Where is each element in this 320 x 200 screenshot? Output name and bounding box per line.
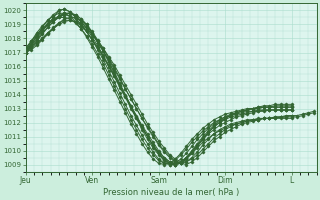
X-axis label: Pression niveau de la mer( hPa ): Pression niveau de la mer( hPa ) xyxy=(103,188,239,197)
